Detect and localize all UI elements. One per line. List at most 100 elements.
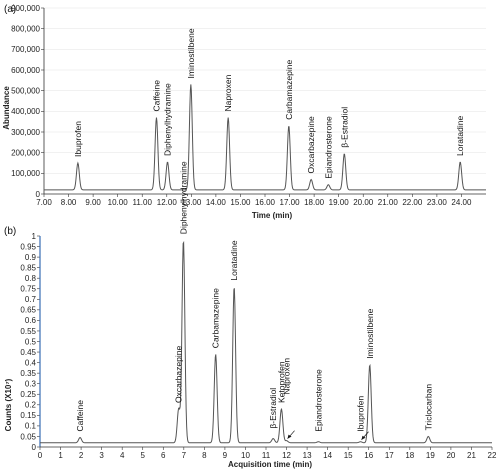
peak-label: Naproxen (223, 74, 233, 111)
peak-label: Oxcarbazepine (306, 116, 316, 173)
peak-label: Epiandrosterone (313, 369, 323, 432)
peak-label: β-Estradiol (339, 107, 349, 148)
y-tick-label: 0.35 (20, 369, 36, 378)
x-tick-label: 14.00 (206, 198, 227, 207)
x-tick-label: 13.00 (181, 198, 202, 207)
y-tick-label: 700,000 (11, 45, 40, 54)
y-tick-label: 1 (32, 232, 37, 241)
peak-label: Diphenylhydramine (163, 83, 173, 156)
peak-label: Caffeine (152, 80, 162, 112)
x-tick-label: 2 (79, 451, 84, 460)
panel-b-y-axis-title: Counts (X10⁷) (4, 378, 13, 431)
peak-label: Iminostilbene (365, 308, 375, 358)
x-tick-label: 9 (223, 451, 228, 460)
panel-b-x-ticks: 0 1 2 3 4 5 6 7 8 9 10 11 12 13 14 15 16 17 18 19 20 21 22 (38, 447, 497, 460)
y-tick-label: 0.95 (20, 242, 36, 251)
y-tick-label: 0.25 (20, 390, 36, 399)
panel-b-chromatogram-trace (40, 240, 492, 444)
peak-label: Oxcarbazepine (174, 346, 184, 403)
peak-label: Ibuprofen (73, 121, 83, 157)
panel-b: (b) 0 0.050.1 0.150.2 0.250.3 0.35 0.40.45 0.5… (4, 161, 497, 469)
y-tick-label: 0.05 (20, 432, 36, 441)
panel-a: (a) 0 100,000 200,000 300,000 400,000 500,000… (2, 4, 486, 220)
y-tick-label: 200,000 (11, 148, 40, 157)
y-tick-label: 0.6 (25, 316, 37, 325)
x-tick-label: 11 (262, 451, 271, 460)
peak-label: Caffeine (75, 400, 85, 432)
x-tick-label: 11.00 (133, 198, 153, 207)
x-tick-label: 12 (282, 451, 291, 460)
y-tick-label: 0.9 (25, 253, 37, 262)
x-tick-label: 10 (241, 451, 250, 460)
y-tick-label: 0.65 (20, 306, 36, 315)
y-tick-label: 800,000 (11, 24, 40, 33)
panel-b-peak-labels: Caffeine Oxcarbazepine Diphenylhydramine Ca… (75, 161, 433, 440)
x-tick-label: 4 (120, 451, 125, 460)
x-tick-label: 16 (364, 451, 373, 460)
x-tick-label: 15 (344, 451, 353, 460)
x-tick-label: 22.00 (402, 198, 423, 207)
y-tick-label: 0.7 (25, 295, 37, 304)
x-tick-label: 8.00 (61, 198, 77, 207)
peak-label: Ibuprofen (356, 396, 366, 432)
y-tick-label: 0 (32, 443, 37, 452)
x-tick-label: 10.00 (108, 198, 129, 207)
x-tick-label: 17 (385, 451, 394, 460)
peak-label: Carbamazepine (211, 288, 221, 348)
x-tick-label: 8 (202, 451, 207, 460)
y-tick-label: 0.55 (20, 327, 36, 336)
peak-label: Iminostilbene (186, 28, 196, 78)
y-tick-label: 400,000 (11, 107, 40, 116)
peak-label: Epiandrosterone (323, 116, 333, 179)
y-tick-label: 0.45 (20, 348, 36, 357)
x-tick-label: 5 (141, 451, 146, 460)
panel-a-x-axis-title: Time (min) (252, 211, 293, 220)
x-tick-label: 9.00 (85, 198, 101, 207)
x-tick-label: 20.00 (353, 198, 374, 207)
y-tick-label: 0.5 (25, 337, 37, 346)
y-tick-label: 0.3 (25, 380, 37, 389)
x-tick-label: 24.00 (451, 198, 472, 207)
y-tick-label: 0.15 (20, 411, 36, 420)
panel-a-label: (a) (4, 4, 16, 15)
x-tick-label: 18 (405, 451, 414, 460)
peak-label: Carbamazepine (284, 60, 294, 120)
y-tick-label: 900,000 (11, 4, 40, 13)
x-tick-label: 18.00 (304, 198, 325, 207)
x-tick-label: 12.00 (157, 198, 178, 207)
y-tick-label: 0.85 (20, 263, 36, 272)
panel-b-x-axis-title: Acquisition time (min) (228, 460, 312, 469)
peak-label: Triclocarban (423, 384, 433, 431)
y-tick-label: 100,000 (11, 169, 40, 178)
x-tick-label: 14 (323, 451, 332, 460)
peak-label: β-Estradiol (268, 388, 278, 429)
panel-a-grid (44, 7, 486, 174)
x-tick-label: 19.00 (329, 198, 350, 207)
x-tick-label: 23.00 (427, 198, 448, 207)
peak-label: Ketoprofen (276, 361, 286, 403)
x-tick-label: 7 (182, 451, 187, 460)
x-tick-label: 6 (161, 451, 166, 460)
x-tick-label: 13 (303, 451, 312, 460)
y-tick-label: 0.8 (25, 274, 37, 283)
x-tick-label: 15.00 (230, 198, 251, 207)
panel-b-y-ticks: 0 0.050.1 0.150.2 0.250.3 0.35 0.40.45 0.50.55… (20, 232, 40, 452)
y-tick-label: 0.2 (25, 401, 37, 410)
peak-label: Loratadine (229, 240, 239, 280)
y-tick-label: 0 (36, 190, 41, 199)
x-tick-label: 20 (446, 451, 455, 460)
panel-a-x-ticks: 7.00 8.00 9.00 10.00 11.00 12.00 13.00 14.00 15.… (36, 194, 472, 207)
x-tick-label: 0 (38, 451, 43, 460)
panel-a-chromatogram-trace (44, 84, 486, 191)
y-tick-label: 0.4 (25, 358, 37, 367)
x-tick-label: 19 (426, 451, 435, 460)
peak-label: Naproxen (282, 358, 292, 395)
x-tick-label: 21.00 (378, 198, 399, 207)
x-tick-label: 3 (99, 451, 104, 460)
x-tick-label: 1 (58, 451, 63, 460)
peak-arrowhead (287, 434, 292, 439)
peak-arrowhead (361, 435, 366, 440)
y-tick-label: 500,000 (11, 86, 40, 95)
x-tick-label: 16.00 (255, 198, 276, 207)
